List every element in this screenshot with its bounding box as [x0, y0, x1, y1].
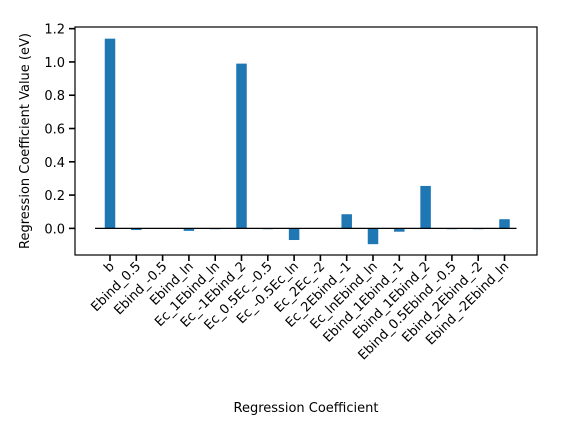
bar	[394, 228, 405, 232]
bar	[131, 228, 142, 231]
x-tick-label: b	[101, 259, 117, 275]
bar	[104, 38, 116, 229]
bar	[499, 219, 510, 229]
bar	[341, 214, 352, 229]
x-axis-label: Regression Coefficient	[234, 401, 379, 416]
bar	[367, 228, 379, 245]
y-tick-label: 0.2	[44, 189, 65, 204]
y-tick-label: 0.6	[44, 123, 65, 138]
y-tick-label: 0.8	[44, 89, 65, 104]
bar	[420, 185, 431, 229]
y-axis-label: Regression Coefficient Value (eV)	[18, 33, 33, 249]
y-tick-label: 1.0	[44, 56, 65, 71]
bar	[183, 228, 195, 231]
plot-frame	[74, 26, 538, 256]
y-tick-label: 0.0	[44, 222, 65, 237]
bar	[288, 228, 300, 241]
y-tick-label: 0.4	[44, 156, 65, 171]
bar	[236, 63, 247, 229]
y-tick-label: 1.2	[44, 23, 65, 38]
